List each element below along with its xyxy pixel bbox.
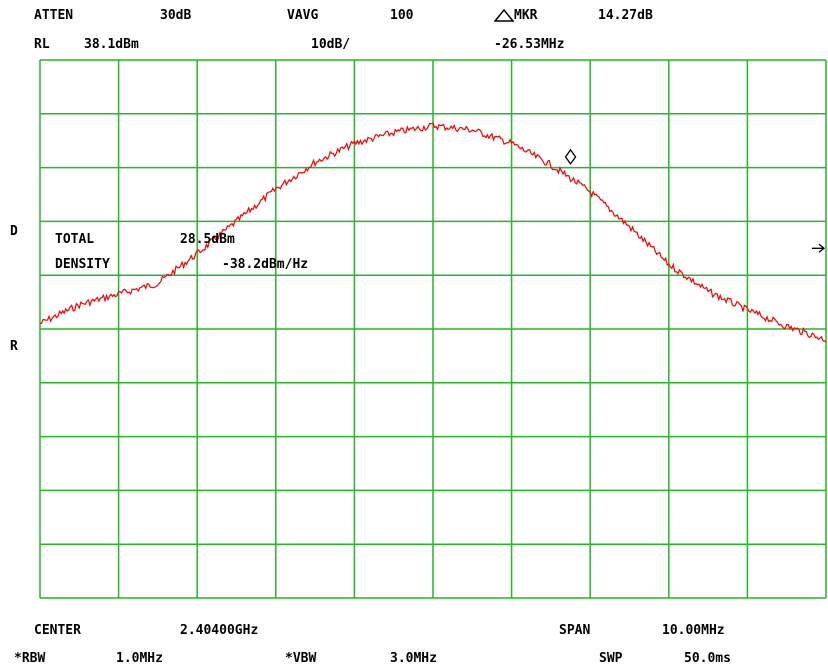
swp-label: SWP: [599, 651, 623, 666]
overlay-layer: [564, 148, 826, 253]
plot-grid: [39, 59, 827, 599]
total-label: TOTAL: [55, 232, 95, 247]
rbw-value: 1.0MHz: [116, 651, 163, 666]
scale-value: 10dB/: [311, 37, 351, 52]
mkr-label: MKR: [514, 8, 538, 23]
center-value: 2.40400GHz: [180, 623, 259, 638]
vavg-label: VAVG: [287, 8, 319, 23]
rbw-label: *RBW: [14, 651, 46, 666]
total-value: 28.5dBm: [180, 232, 235, 247]
vavg-value: 100: [390, 8, 414, 23]
center-label: CENTER: [34, 623, 81, 638]
span-label: SPAN: [559, 623, 591, 638]
reference-arrow-icon: [812, 243, 826, 253]
marker-diamond-icon: [564, 148, 577, 165]
r-label: R: [10, 339, 18, 354]
density-label: DENSITY: [55, 257, 110, 272]
atten-value: 30dB: [160, 8, 192, 23]
rl-value: 38.1dBm: [84, 37, 139, 52]
span-value: 10.00MHz: [662, 623, 725, 638]
swp-value: 50.0ms: [684, 651, 731, 666]
atten-label: ATTEN: [34, 8, 74, 23]
mkr-freq: -26.53MHz: [494, 37, 565, 52]
rl-label: RL: [34, 37, 50, 52]
mkr-value: 14.27dB: [598, 8, 653, 23]
delta-icon: [494, 9, 514, 22]
trace-layer: [39, 122, 827, 343]
vbw-label: *VBW: [285, 651, 317, 666]
vbw-value: 3.0MHz: [390, 651, 437, 666]
trace-line: [39, 122, 827, 343]
density-value: -38.2dBm/Hz: [222, 257, 309, 272]
d-label: D: [10, 224, 18, 239]
